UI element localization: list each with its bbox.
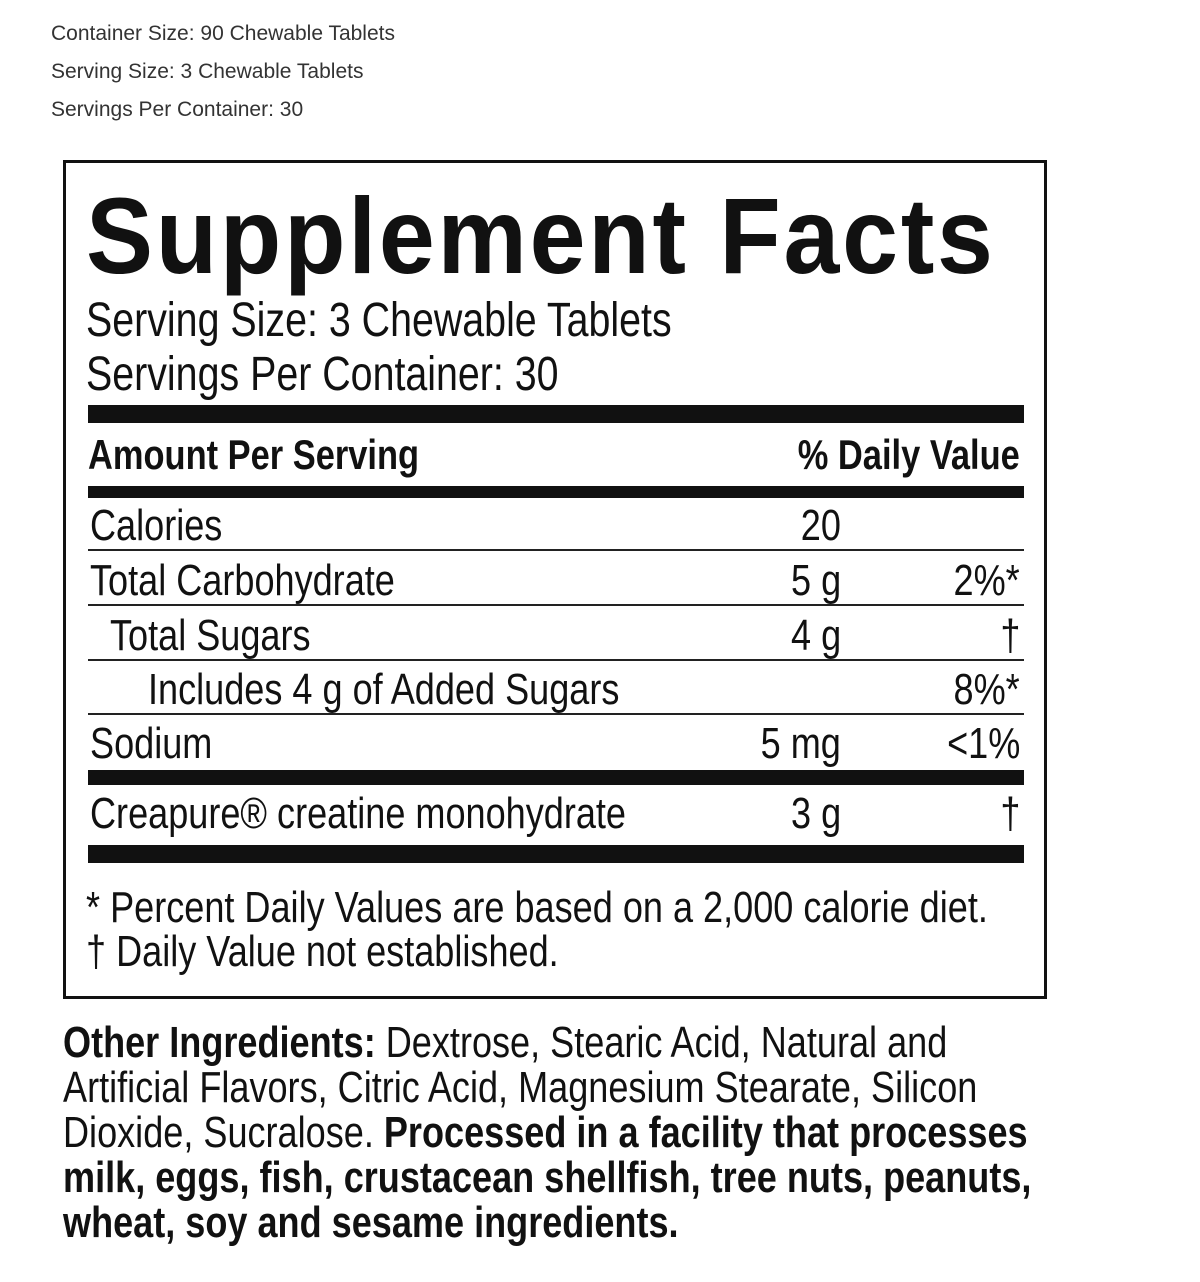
divider <box>88 604 1024 606</box>
row-total-carbohydrate: Total Carbohydrate 5 g 2%* <box>88 556 1024 608</box>
row-total-sugars: Total Sugars 4 g † <box>88 611 1024 663</box>
panel-servings-per-container: Servings Per Container: 30 <box>86 348 559 401</box>
amount-per-serving-header: Amount Per Serving <box>88 431 420 478</box>
other-ingredients-label: Other Ingredients: <box>63 1018 376 1067</box>
serving-size: Serving Size: 3 Chewable Tablets <box>51 60 364 83</box>
nutrient-dv: † <box>999 789 1020 838</box>
divider <box>88 549 1024 551</box>
divider <box>88 659 1024 661</box>
panel-title: Supplement Facts <box>86 175 996 296</box>
daily-value-header: % Daily Value <box>797 431 1020 478</box>
row-sodium: Sodium 5 mg <1% <box>88 719 1024 771</box>
panel-serving-size: Serving Size: 3 Chewable Tablets <box>86 294 672 347</box>
servings-per-container: Servings Per Container: 30 <box>51 98 304 121</box>
ingredients-list: Dextrose, Stearic Acid, Natural and Arti… <box>63 1018 978 1157</box>
divider <box>88 713 1024 715</box>
divider-thick <box>88 770 1024 785</box>
nutrient-amount: 5 mg <box>760 719 841 768</box>
nutrient-dv: † <box>999 611 1020 660</box>
divider-medium <box>88 486 1024 498</box>
nutrient-name: Calories <box>90 501 223 550</box>
divider-thick <box>88 845 1024 863</box>
nutrient-amount: 5 g <box>790 556 841 605</box>
nutrient-dv: 8%* <box>953 665 1020 714</box>
nutrient-amount: 4 g <box>790 611 841 660</box>
supplement-facts-panel: Supplement Facts Serving Size: 3 Chewabl… <box>63 160 1047 999</box>
container-size: Container Size: 90 Chewable Tablets <box>51 22 395 45</box>
allergen-statement: Processed in a facility that processes m… <box>63 1108 1032 1247</box>
row-added-sugars: Includes 4 g of Added Sugars 8%* <box>88 665 1024 717</box>
footnote-daily-values: * Percent Daily Values are based on a 2,… <box>86 883 988 932</box>
nutrient-dv: <1% <box>946 719 1020 768</box>
row-calories: Calories 20 <box>88 501 1024 553</box>
divider-thick <box>88 405 1024 423</box>
footnote-not-established: † Daily Value not established. <box>86 927 559 976</box>
nutrient-amount: 3 g <box>790 789 841 838</box>
nutrient-name: Total Carbohydrate <box>90 556 395 605</box>
other-ingredients: Other Ingredients: Dextrose, Stearic Aci… <box>63 1020 1163 1245</box>
nutrient-dv: 2%* <box>953 556 1020 605</box>
row-creatine: Creapure® creatine monohydrate 3 g † <box>88 789 1024 841</box>
nutrient-name: Total Sugars <box>110 611 311 660</box>
nutrient-name: Sodium <box>90 719 213 768</box>
nutrient-name: Includes 4 g of Added Sugars <box>148 665 620 714</box>
nutrient-amount: 20 <box>800 501 841 550</box>
nutrient-name: Creapure® creatine monohydrate <box>90 789 627 838</box>
